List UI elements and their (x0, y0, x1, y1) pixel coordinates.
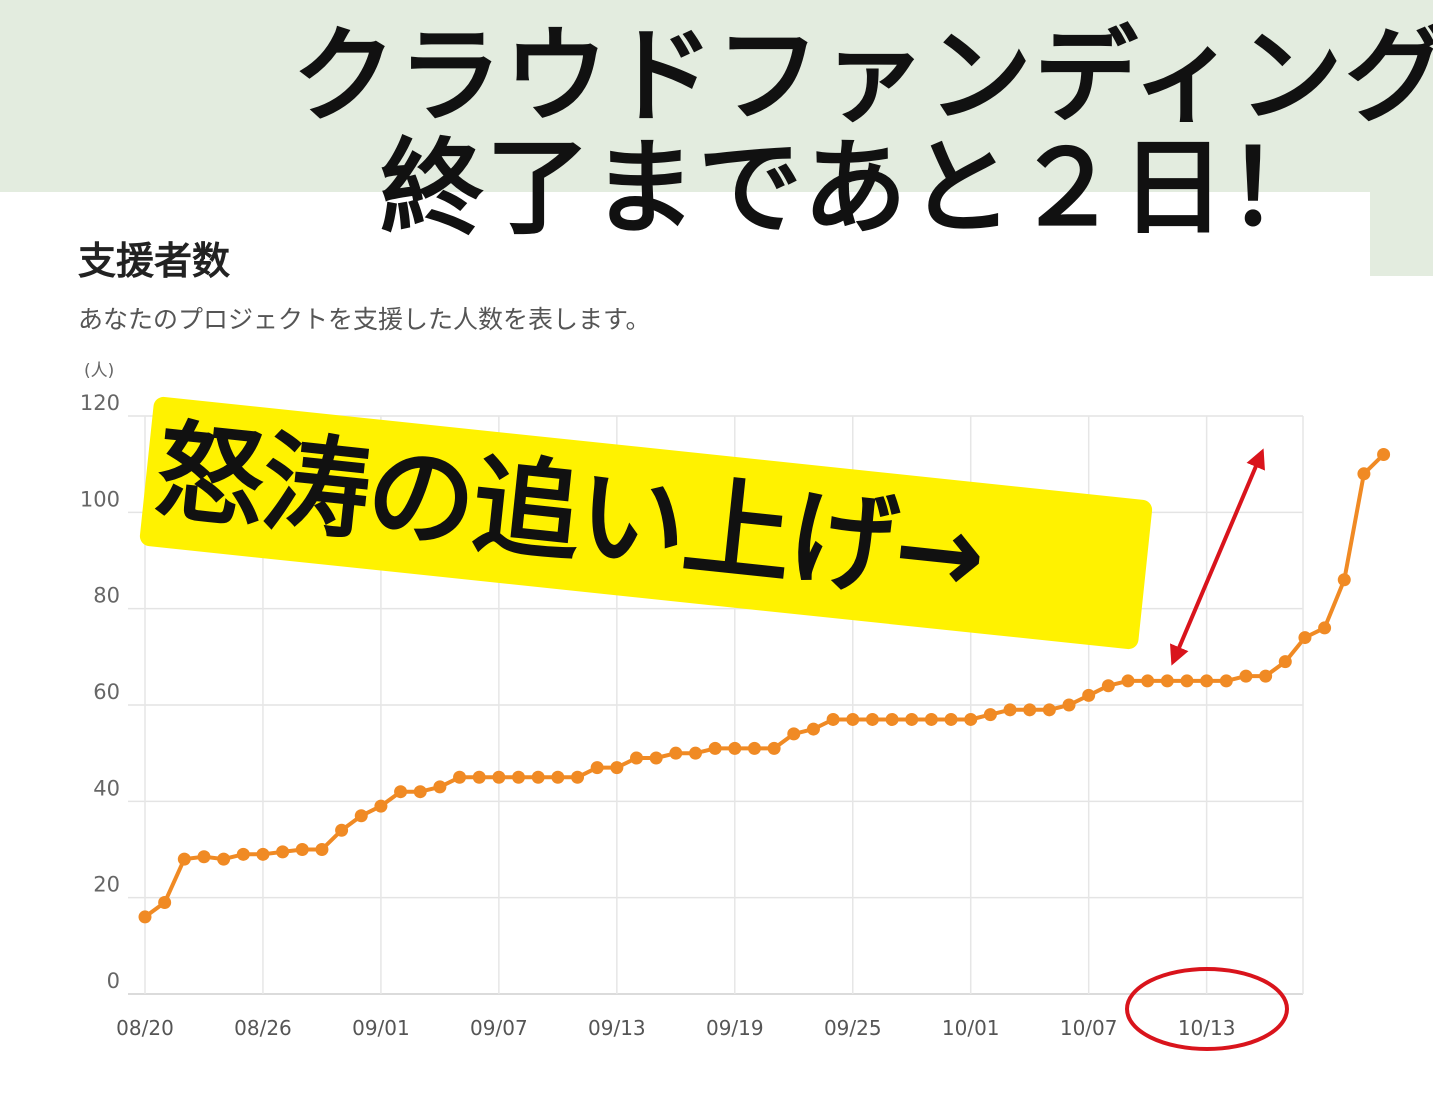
data-point (1141, 674, 1155, 688)
data-point (394, 785, 408, 799)
data-point (688, 746, 702, 760)
data-point (315, 843, 329, 856)
data-point (806, 722, 820, 736)
data-point (531, 770, 545, 784)
data-point (708, 741, 722, 755)
data-point (1337, 573, 1351, 587)
chart-series (138, 448, 1391, 924)
data-point (138, 910, 152, 924)
data-point (374, 799, 388, 813)
chart-card-body (286, 276, 1370, 1072)
data-point (669, 746, 683, 760)
data-point (983, 708, 997, 722)
data-point (1318, 621, 1332, 635)
data-point (433, 780, 447, 794)
x-tick-label: 09/13 (588, 1016, 646, 1040)
data-point (944, 712, 958, 726)
red-circle-highlight (1125, 967, 1289, 1051)
data-point (158, 895, 172, 909)
data-point (610, 761, 624, 775)
data-point (276, 845, 290, 859)
x-tick-label: 08/20 (116, 1016, 174, 1040)
x-tick-label: 08/26 (234, 1016, 292, 1040)
data-point (236, 847, 250, 861)
data-point (1259, 669, 1273, 683)
x-tick-label: 10/07 (1060, 1016, 1118, 1040)
data-point (1200, 674, 1214, 688)
data-point (846, 712, 860, 726)
y-tick-label: 100 (80, 487, 120, 511)
data-point (354, 809, 368, 823)
data-point (826, 712, 840, 726)
data-point (1239, 669, 1253, 683)
y-axis-unit: (人) (84, 361, 114, 381)
y-tick-label: 0 (107, 969, 120, 993)
data-point (413, 785, 427, 799)
data-point (649, 751, 663, 765)
data-point (177, 852, 191, 866)
data-point (885, 712, 899, 726)
y-tick-label: 20 (93, 873, 120, 897)
chart-description: あなたのプロジェクトを支援した人数を表します。 (78, 305, 651, 334)
data-point (1377, 448, 1391, 462)
data-point (1062, 698, 1076, 712)
data-point (492, 770, 506, 784)
data-point (1023, 703, 1037, 717)
data-point (1101, 679, 1115, 693)
chart-title: 支援者数 (78, 239, 231, 283)
data-point (924, 712, 938, 726)
data-point (787, 727, 801, 741)
data-point (512, 770, 526, 784)
data-point (767, 741, 781, 755)
data-point (1121, 674, 1135, 688)
x-tick-label: 10/01 (942, 1016, 1000, 1040)
chart-axes: 0 20 40 60 80 100 120 (人) 08/20 08/26 09/01 09/07 09… (80, 361, 1236, 1040)
y-tick-label: 40 (93, 776, 120, 800)
y-tick-label: 60 (93, 680, 120, 704)
y-tick-label: 80 (93, 584, 120, 608)
data-point (1298, 631, 1312, 645)
data-point (256, 847, 270, 861)
headline-line-1: クラウドファンディング (292, 15, 1433, 137)
chart-annotations (1125, 448, 1289, 1051)
data-point (571, 770, 585, 784)
data-point (1357, 467, 1371, 481)
y-tick-label: 120 (80, 391, 120, 415)
data-point (197, 850, 211, 864)
data-point (865, 712, 879, 726)
data-point (1219, 674, 1233, 688)
x-tick-label: 09/07 (470, 1016, 528, 1040)
data-point (905, 712, 919, 726)
data-point (1082, 688, 1096, 702)
data-point (1042, 703, 1056, 717)
data-point (217, 852, 231, 866)
x-tick-label: 09/25 (824, 1016, 882, 1040)
data-point (964, 712, 978, 726)
headline-banner (0, 0, 1433, 192)
data-point (335, 823, 349, 837)
data-point (295, 843, 309, 856)
data-point (1278, 655, 1292, 669)
headline-line-2: 終了まであと２日！ (380, 127, 1333, 249)
x-tick-label: 09/19 (706, 1016, 764, 1040)
data-point (728, 741, 742, 755)
data-point (1160, 674, 1174, 688)
data-point (747, 741, 761, 755)
data-point (453, 770, 467, 784)
data-point (551, 770, 565, 784)
data-point (472, 770, 486, 784)
data-point (1180, 674, 1194, 688)
x-tick-label: 09/01 (352, 1016, 410, 1040)
red-arrow-icon (1170, 448, 1265, 666)
series-line (143, 453, 1385, 919)
data-point (630, 751, 643, 765)
x-tick-label: 10/13 (1178, 1016, 1236, 1040)
data-point (590, 761, 604, 775)
data-point (1003, 703, 1017, 717)
